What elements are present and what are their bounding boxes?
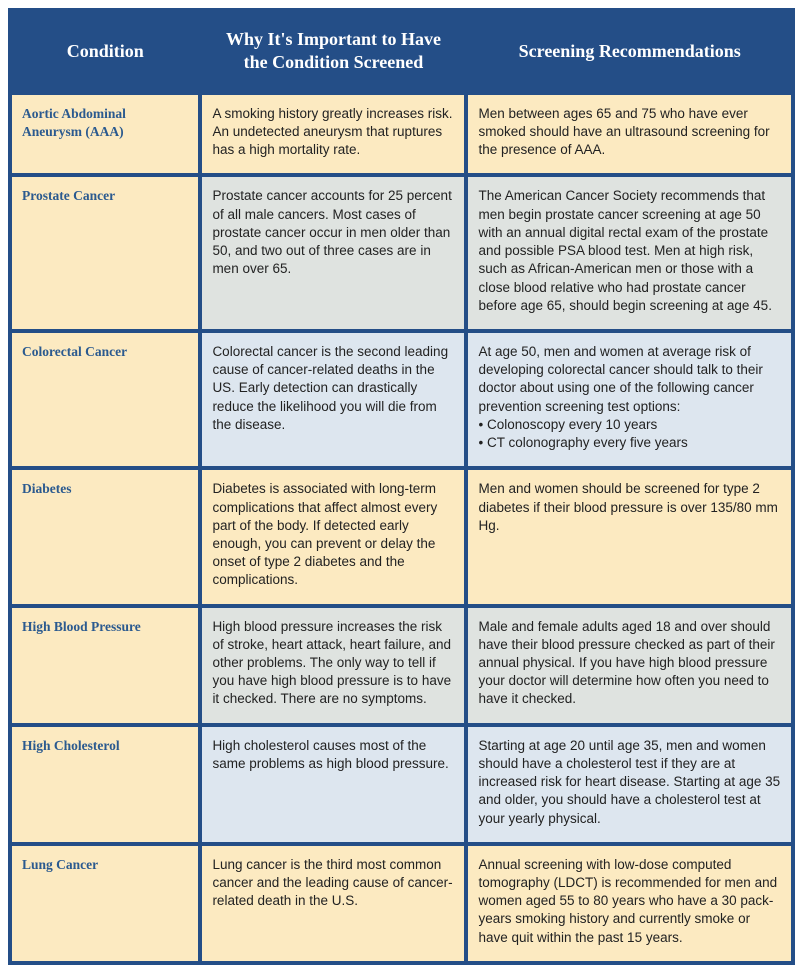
why-text: Colorectal cancer is the second leading … <box>202 333 464 466</box>
why-text: Diabetes is associated with long-term co… <box>202 470 464 603</box>
condition-name: Aortic Abdominal Aneurysm (AAA) <box>12 95 198 174</box>
condition-name: Diabetes <box>12 470 198 603</box>
table-row: Aortic Abdominal Aneurysm (AAA) A smokin… <box>12 95 791 174</box>
table-row: Prostate Cancer Prostate cancer accounts… <box>12 177 791 329</box>
recommendation-text: Men and women should be screened for typ… <box>468 470 791 603</box>
table-body: Aortic Abdominal Aneurysm (AAA) A smokin… <box>12 95 791 961</box>
screening-table: Condition Why It's Important to Have the… <box>8 8 795 965</box>
recommendation-text: The American Cancer Society recommends t… <box>468 177 791 329</box>
condition-name: Colorectal Cancer <box>12 333 198 466</box>
table-header: Condition Why It's Important to Have the… <box>12 12 791 91</box>
why-text: High cholesterol causes most of the same… <box>202 727 464 842</box>
why-text: Lung cancer is the third most common can… <box>202 846 464 961</box>
recommendation-text: Annual screening with low-dose computed … <box>468 846 791 961</box>
condition-name: Lung Cancer <box>12 846 198 961</box>
table-row: High Blood Pressure High blood pressure … <box>12 608 791 723</box>
header-recommendations: Screening Recommendations <box>468 12 791 91</box>
table-row: Colorectal Cancer Colorectal cancer is t… <box>12 333 791 466</box>
header-condition: Condition <box>12 12 198 91</box>
recommendation-text: At age 50, men and women at average risk… <box>468 333 791 466</box>
header-why: Why It's Important to Have the Condition… <box>202 12 464 91</box>
why-text: A smoking history greatly increases risk… <box>202 95 464 174</box>
why-text: High blood pressure increases the risk o… <box>202 608 464 723</box>
condition-name: High Blood Pressure <box>12 608 198 723</box>
table-row: High Cholesterol High cholesterol causes… <box>12 727 791 842</box>
why-text: Prostate cancer accounts for 25 percent … <box>202 177 464 329</box>
recommendation-text: Male and female adults aged 18 and over … <box>468 608 791 723</box>
condition-name: Prostate Cancer <box>12 177 198 329</box>
table-row: Lung Cancer Lung cancer is the third mos… <box>12 846 791 961</box>
recommendation-text: Men between ages 65 and 75 who have ever… <box>468 95 791 174</box>
recommendation-text: Starting at age 20 until age 35, men and… <box>468 727 791 842</box>
table-row: Diabetes Diabetes is associated with lon… <box>12 470 791 603</box>
condition-name: High Cholesterol <box>12 727 198 842</box>
